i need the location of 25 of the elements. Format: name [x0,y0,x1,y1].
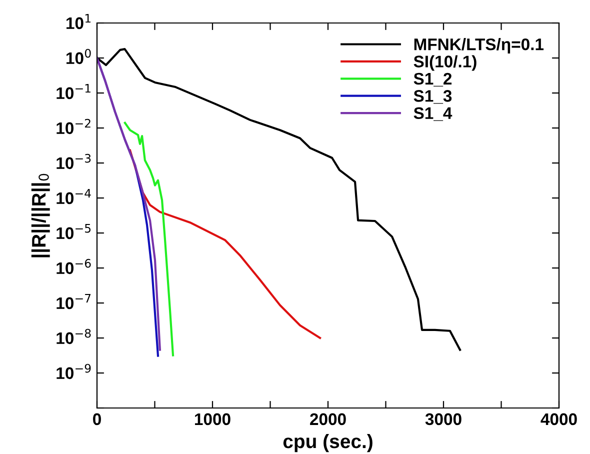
legend-label: S1_4 [414,107,452,121]
y-tick-label: 10$^{−8}$ [56,328,91,344]
y-axis-title: ||R||/||R||$_{0}$ [31,174,50,258]
x-tick-label: 2000 [310,413,346,426]
legend-label: SI(10/.1) [414,55,476,71]
legend-label: S1_3 [414,90,452,104]
x-tick-label: 1000 [195,413,230,426]
y-tick-label: 10$^{−2}$ [56,118,90,134]
legend-label: S1_2 [414,72,452,87]
line-series [128,149,322,340]
x-tick-label: 4000 [540,413,577,426]
y-tick-label: 10$^{−9}$ [56,364,91,380]
y-tick-label: 10$^{−7}$ [56,294,91,310]
x-tick-label: 3000 [425,413,462,426]
y-tick-label: 10$^{1}$ [66,14,91,30]
legend-label: MFNK/LTS/η=0.1 [414,38,544,54]
y-tick-label: 10$^{−1}$ [56,84,90,100]
x-axis-title: cpu (sec.) [283,434,372,452]
y-tick-label: 10$^{−5}$ [56,224,91,240]
x-tick-label: 0 [93,413,101,426]
y-tick-label: 10$^{−3}$ [56,154,91,170]
y-tick-label: 10$^{−6}$ [56,258,91,274]
line-series [124,122,174,356]
y-tick-label: 10$^{0}$ [66,48,91,64]
y-tick-label: 10$^{−4}$ [56,189,91,204]
